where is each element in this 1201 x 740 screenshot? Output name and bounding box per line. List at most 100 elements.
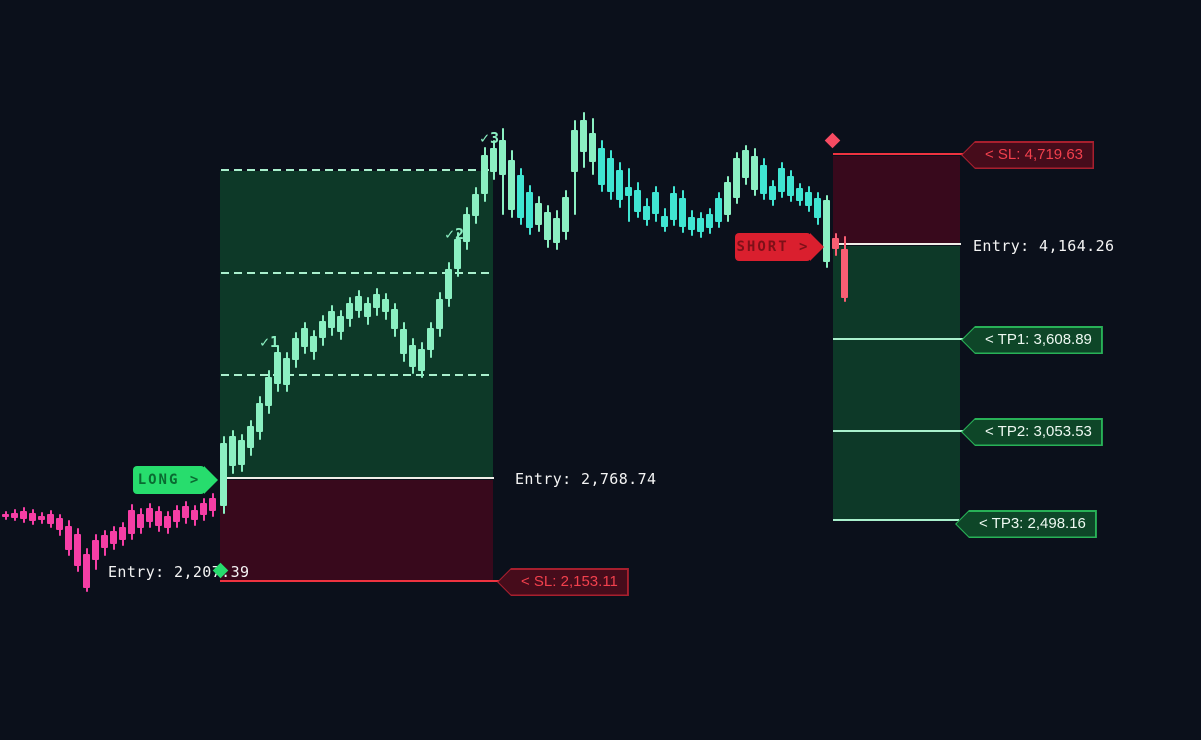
label-fill-shape: [962, 419, 1102, 445]
short-tp3-label[interactable]: < TP3: 2,498.16: [955, 510, 1097, 538]
candle-body: [238, 440, 245, 465]
candle-body: [589, 133, 596, 162]
price-level-line: [833, 338, 963, 340]
candle-body: [29, 513, 36, 521]
candle-body: [146, 508, 153, 522]
candle-body: [292, 338, 299, 360]
trade-zone: [833, 156, 960, 244]
price-level-line: [221, 272, 492, 274]
short-tp1-label[interactable]: < TP1: 3,608.89: [961, 326, 1103, 354]
candle-body: [787, 176, 794, 196]
candle-body: [508, 160, 515, 210]
trade-zone: [220, 480, 493, 581]
candle-body: [256, 403, 263, 432]
label-fill-shape: [962, 327, 1102, 353]
candle-body: [679, 198, 686, 227]
candle-body: [490, 148, 497, 172]
candle-body: [382, 299, 389, 312]
candle-body: [427, 328, 434, 350]
candle-body: [128, 510, 135, 534]
candle-body: [409, 345, 416, 367]
short-entry-price-text: Entry: 4,164.26: [973, 237, 1115, 255]
candle-body: [778, 168, 785, 192]
trade-zone: [833, 246, 960, 520]
candle-body: [661, 216, 668, 227]
short-signal-tag[interactable]: SHORT >: [735, 233, 824, 261]
candle-body: [472, 194, 479, 216]
candle-body: [715, 198, 722, 222]
candle-body: [229, 436, 236, 466]
short-tp2-text: < TP2: 3,053.53: [985, 423, 1092, 440]
short-tp2-label[interactable]: < TP2: 3,053.53: [961, 418, 1103, 446]
candle-body: [607, 158, 614, 192]
label-fill-shape: [956, 511, 1096, 537]
candle-body: [20, 511, 27, 519]
candle-body: [454, 239, 461, 269]
candle-body: [173, 510, 180, 522]
candle-body: [119, 527, 126, 540]
price-level-line: [221, 374, 492, 376]
candle-body: [823, 200, 830, 262]
candle-body: [209, 498, 216, 511]
candle-body: [571, 130, 578, 172]
candle-body: [553, 218, 560, 243]
tp-hit-checkmark: ✓1: [260, 333, 281, 351]
candle-body: [814, 198, 821, 218]
candle-body: [634, 190, 641, 212]
candle-body: [310, 336, 317, 352]
long-signal-label: LONG >: [137, 472, 201, 488]
candle-body: [841, 249, 848, 298]
short-stop-loss-text: < SL: 4,719.63: [985, 146, 1083, 163]
price-level-line: [833, 430, 963, 432]
candle-body: [760, 165, 767, 194]
candle-body: [92, 540, 99, 560]
short-stop-loss-label[interactable]: < SL: 4,719.63: [961, 141, 1094, 169]
candle-body: [769, 186, 776, 200]
candle-body: [101, 535, 108, 548]
candle-body: [400, 329, 407, 354]
candle-body: [283, 358, 290, 385]
candle-body: [535, 203, 542, 225]
candle-body: [706, 214, 713, 228]
candle-body: [580, 120, 587, 152]
candle-body: [47, 514, 54, 524]
candle-body: [418, 349, 425, 371]
candle-body: [742, 150, 749, 178]
candle-body: [2, 514, 9, 517]
candle-body: [65, 526, 72, 550]
candle-body: [670, 193, 677, 220]
label-fill-shape: [498, 569, 628, 595]
candle-body: [346, 303, 353, 319]
candle-body: [517, 175, 524, 218]
candle-body: [337, 316, 344, 332]
short-tp1-text: < TP1: 3,608.89: [985, 331, 1092, 348]
candle-body: [391, 309, 398, 329]
candle-body: [137, 514, 144, 528]
candle-body: [724, 182, 731, 215]
long-stop-loss-label[interactable]: < SL: 2,153.11: [497, 568, 629, 596]
candle-body: [616, 170, 623, 200]
short-signal-diamond: [824, 132, 840, 148]
long-signal-tag[interactable]: LONG >: [133, 466, 218, 494]
candle-body: [364, 303, 371, 317]
candle-body: [832, 238, 839, 249]
candle-body: [733, 158, 740, 198]
price-level-line: [833, 519, 959, 521]
candle-body: [373, 294, 380, 308]
label-fill-shape: [962, 142, 1093, 168]
price-level-line: [220, 477, 494, 479]
candle-body: [220, 443, 227, 506]
long-stop-loss-text: < SL: 2,153.11: [521, 573, 618, 590]
candle-body: [481, 155, 488, 194]
candle-body: [499, 140, 506, 175]
candle-body: [200, 503, 207, 515]
candle-body: [301, 328, 308, 347]
candle-body: [56, 518, 63, 530]
tp-hit-checkmark: ✓2: [445, 225, 466, 243]
candle-body: [38, 516, 45, 520]
